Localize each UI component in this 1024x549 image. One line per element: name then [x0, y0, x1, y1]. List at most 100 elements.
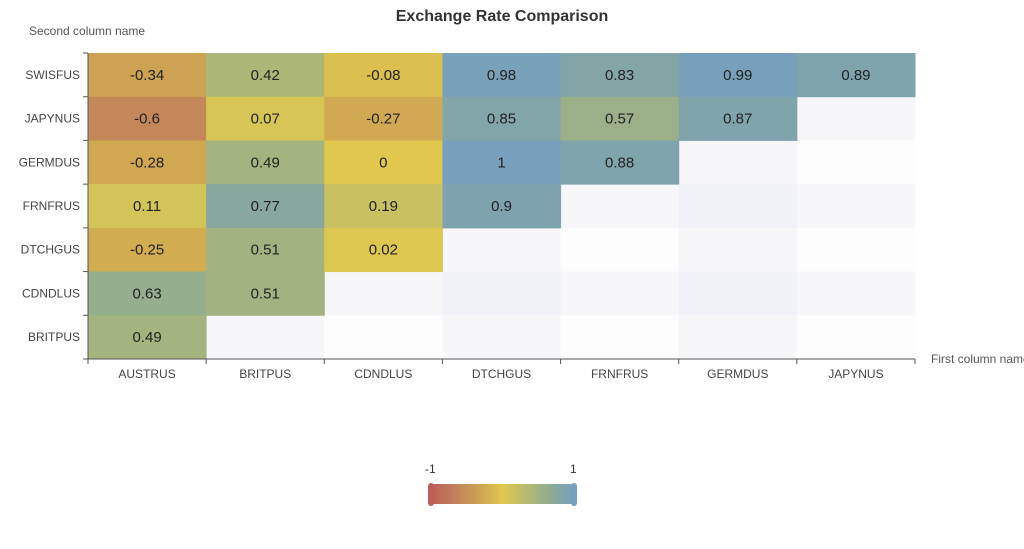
- heatmap-cell[interactable]: [88, 184, 207, 229]
- cell-value-label: 0.83: [605, 67, 634, 84]
- heatmap-cell[interactable]: [678, 96, 798, 141]
- cell-value-label: 0.51: [251, 285, 280, 302]
- heatmap-cell[interactable]: [442, 184, 562, 229]
- cell-value-label: 0.49: [132, 329, 161, 346]
- x-tick-label: AUSTRUS: [118, 367, 175, 381]
- legend-max-label: 1: [570, 462, 577, 476]
- heatmap-cell[interactable]: [796, 53, 916, 98]
- empty-cell: [678, 315, 798, 360]
- cell-value-label: 0.07: [251, 111, 280, 128]
- heatmap-cell[interactable]: [88, 140, 207, 185]
- cell-value-label: 0.11: [133, 198, 161, 215]
- empty-cell: [678, 140, 798, 185]
- heatmap-cell[interactable]: [324, 96, 443, 141]
- heatmap-cell[interactable]: [560, 53, 680, 98]
- cell-value-label: -0.28: [130, 154, 164, 171]
- y-tick-label: CDNDLUS: [22, 286, 80, 300]
- empty-cell: [796, 184, 916, 229]
- heatmap-cell[interactable]: [88, 315, 207, 360]
- heatmap-cell[interactable]: [442, 53, 562, 98]
- legend-gradient-bar: [432, 484, 573, 504]
- heatmap-cell[interactable]: [206, 96, 325, 141]
- heatmap-cell[interactable]: [560, 96, 680, 141]
- empty-cell: [560, 184, 680, 229]
- cell-value-label: 0.89: [841, 67, 870, 84]
- x-axis-title: First column name: [931, 352, 1024, 366]
- x-tick-label: DTCHGUS: [472, 367, 531, 381]
- heatmap-cell[interactable]: [206, 140, 325, 185]
- heatmap-cell[interactable]: [206, 53, 325, 98]
- y-tick-label: BRITPUS: [28, 330, 80, 344]
- x-tick-label: BRITPUS: [239, 367, 291, 381]
- legend-max-handle[interactable]: [571, 483, 577, 506]
- y-tick-label: FRNFRUS: [23, 199, 80, 213]
- cell-value-label: 0: [379, 154, 387, 171]
- heatmap-cell[interactable]: [88, 53, 207, 98]
- cell-value-label: -0.08: [366, 67, 400, 84]
- x-tick-label: JAPYNUS: [828, 367, 883, 381]
- heatmap-cell[interactable]: [88, 271, 207, 316]
- cell-value-label: -0.6: [134, 111, 160, 128]
- heatmap-cell[interactable]: [324, 140, 443, 185]
- empty-cell: [442, 271, 562, 316]
- empty-cell: [560, 315, 680, 360]
- empty-cell: [324, 271, 443, 316]
- empty-cell: [796, 140, 916, 185]
- x-tick-label: GERMDUS: [707, 367, 768, 381]
- empty-cell: [678, 271, 798, 316]
- empty-cell: [796, 227, 916, 273]
- cell-value-label: 0.02: [369, 242, 398, 259]
- cell-value-label: 0.63: [132, 285, 161, 302]
- empty-cell: [442, 315, 562, 360]
- cell-value-label: 0.85: [487, 111, 516, 128]
- cell-value-label: 0.57: [605, 111, 634, 128]
- heatmap-cell[interactable]: [206, 271, 325, 316]
- empty-cell: [678, 184, 798, 229]
- heatmap-cell[interactable]: [206, 184, 325, 229]
- cell-value-label: -0.27: [366, 111, 400, 128]
- cell-value-label: -0.25: [130, 242, 164, 259]
- cell-value-label: 0.87: [723, 111, 752, 128]
- heatmap-cell[interactable]: [324, 227, 443, 273]
- cell-value-label: 0.49: [251, 154, 280, 171]
- heatmap-cell[interactable]: [560, 140, 680, 185]
- cell-value-label: 1: [497, 154, 505, 171]
- heatmap-cell[interactable]: [206, 227, 325, 273]
- cell-value-label: 0.51: [251, 242, 280, 259]
- empty-cell: [560, 227, 680, 273]
- cell-value-label: 0.19: [369, 198, 398, 215]
- y-axis-title: Second column name: [29, 24, 146, 38]
- empty-cell: [796, 96, 916, 141]
- y-tick-label: DTCHGUS: [21, 243, 80, 257]
- heatmap-cell[interactable]: [678, 53, 798, 98]
- legend-min-handle[interactable]: [428, 483, 434, 506]
- y-tick-label: SWISFUS: [25, 68, 80, 82]
- heatmap-cell[interactable]: [324, 53, 443, 98]
- cell-value-label: 0.42: [251, 67, 280, 84]
- legend-min-label: -1: [425, 462, 436, 476]
- chart-title: Exchange Rate Comparison: [395, 8, 609, 25]
- empty-cell: [206, 315, 325, 360]
- heatmap-cell[interactable]: [442, 140, 562, 185]
- cell-value-label: 0.99: [723, 67, 752, 84]
- empty-cell: [442, 227, 562, 273]
- empty-cell: [796, 315, 916, 360]
- heatmap-cell[interactable]: [88, 96, 207, 141]
- cell-value-label: -0.34: [130, 67, 164, 84]
- heatmap-cell[interactable]: [324, 184, 443, 229]
- heatmap-cell[interactable]: [442, 96, 562, 141]
- heatmap-cell[interactable]: [88, 227, 207, 273]
- empty-cell: [796, 271, 916, 316]
- cell-value-label: 0.88: [605, 154, 634, 171]
- cell-value-label: 0.77: [251, 198, 280, 215]
- y-tick-label: GERMDUS: [19, 155, 80, 169]
- empty-cell: [560, 271, 680, 316]
- y-tick-label: JAPYNUS: [25, 112, 80, 126]
- x-tick-label: CDNDLUS: [354, 367, 412, 381]
- x-tick-label: FRNFRUS: [591, 367, 648, 381]
- cell-value-label: 0.9: [491, 198, 512, 215]
- empty-cell: [678, 227, 798, 273]
- cell-value-label: 0.98: [487, 67, 516, 84]
